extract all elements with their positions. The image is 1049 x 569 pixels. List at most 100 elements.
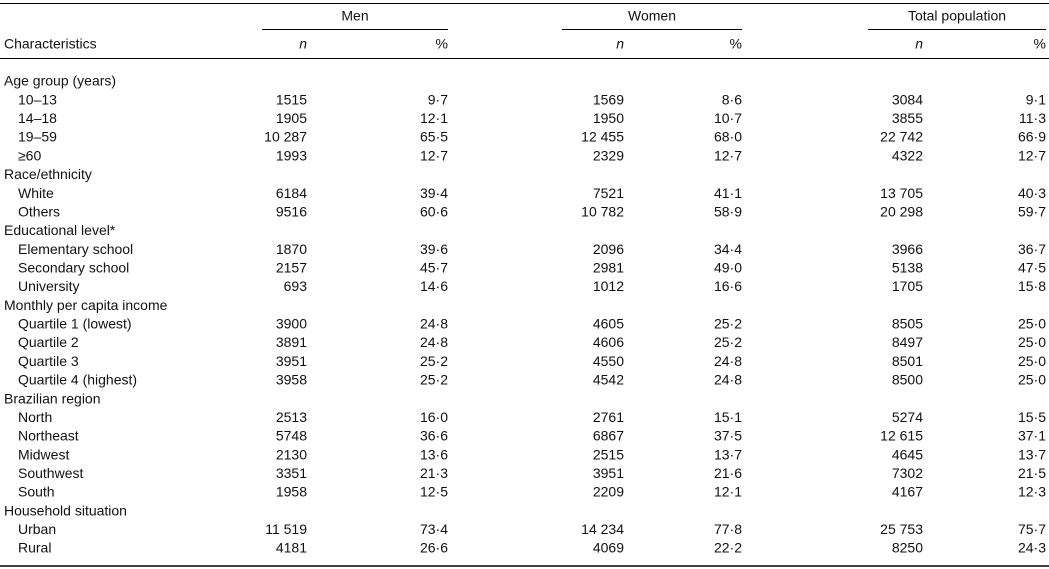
group-header: Men: [341, 8, 368, 24]
cell: 77·8: [714, 521, 742, 537]
cell: 75·7: [1018, 521, 1046, 537]
row-label: North: [18, 409, 52, 425]
cell: 9·7: [428, 91, 448, 107]
cell: 39·4: [420, 185, 448, 201]
row-label: White: [18, 185, 54, 201]
cell: 9·1: [1026, 91, 1046, 107]
cell: 13 705: [880, 185, 923, 201]
cell: 3951: [593, 465, 624, 481]
cell: 5274: [892, 409, 923, 425]
cell: 66·9: [1018, 129, 1046, 145]
cell: 4542: [593, 372, 624, 388]
cell: 7302: [892, 465, 923, 481]
cell: 13·6: [420, 446, 448, 462]
cell: 37·5: [714, 428, 742, 444]
section-label: Educational level*: [4, 222, 116, 238]
cell: 24·3: [1018, 540, 1046, 556]
row-label: ≥60: [18, 147, 41, 163]
cell: 25·2: [420, 372, 448, 388]
cell: 24·8: [714, 353, 742, 369]
cell: 60·6: [420, 203, 448, 219]
cell: 15·1: [714, 409, 742, 425]
cell: 2096: [593, 241, 624, 257]
cell: 16·6: [714, 278, 742, 294]
cell: 8497: [892, 334, 923, 350]
cell: 37·1: [1018, 428, 1046, 444]
row-label: Quartile 2: [18, 334, 79, 350]
cell: 20 298: [880, 203, 923, 219]
cell: 12·7: [420, 147, 448, 163]
section-label: Household situation: [4, 502, 127, 518]
cell: 3958: [276, 372, 307, 388]
cell: 1993: [276, 147, 307, 163]
column-header: n: [915, 36, 923, 52]
cell: 47·5: [1018, 260, 1046, 276]
cell: 3966: [892, 241, 923, 257]
cell: 39·6: [420, 241, 448, 257]
cell: 4606: [593, 334, 624, 350]
cell: 1950: [593, 110, 624, 126]
cell: 68·0: [714, 129, 742, 145]
cell: 1012: [593, 278, 624, 294]
cell: 25·2: [420, 353, 448, 369]
cell: 1569: [593, 91, 624, 107]
cell: 41·1: [714, 185, 742, 201]
cell: 5748: [276, 428, 307, 444]
row-label: Northeast: [18, 428, 79, 444]
cell: 2513: [276, 409, 307, 425]
row-label: University: [18, 278, 79, 294]
cell: 4322: [892, 147, 923, 163]
column-header: %: [730, 36, 742, 52]
cell: 13·7: [714, 446, 742, 462]
cell: 12·3: [1018, 484, 1046, 500]
cell: 1705: [892, 278, 923, 294]
cell: 1870: [276, 241, 307, 257]
cell: 24·8: [420, 334, 448, 350]
cell: 24·8: [420, 316, 448, 332]
column-header: n: [299, 36, 307, 52]
row-label: Midwest: [18, 446, 69, 462]
section-label: Brazilian region: [4, 390, 101, 406]
cell: 40·3: [1018, 185, 1046, 201]
cell: 36·6: [420, 428, 448, 444]
cell: 7521: [593, 185, 624, 201]
cell: 10 287: [264, 129, 307, 145]
cell: 25·0: [1018, 316, 1046, 332]
cell: 12·7: [1018, 147, 1046, 163]
cell: 12·1: [714, 484, 742, 500]
cell: 21·5: [1018, 465, 1046, 481]
cell: 12·7: [714, 147, 742, 163]
group-header: Women: [628, 8, 676, 24]
cell: 6867: [593, 428, 624, 444]
cell: 4069: [593, 540, 624, 556]
cell: 10·7: [714, 110, 742, 126]
cell: 25 753: [880, 521, 923, 537]
cell: 25·2: [714, 316, 742, 332]
cell: 5138: [892, 260, 923, 276]
cell: 2981: [593, 260, 624, 276]
cell: 693: [284, 278, 308, 294]
cell: 14·6: [420, 278, 448, 294]
row-label: Secondary school: [18, 260, 129, 276]
cell: 10 782: [581, 203, 624, 219]
row-label: Quartile 3: [18, 353, 79, 369]
cell: 58·9: [714, 203, 742, 219]
cell: 4605: [593, 316, 624, 332]
cell: 16·0: [420, 409, 448, 425]
cell: 11·3: [1019, 110, 1046, 126]
cell: 2515: [593, 446, 624, 462]
cell: 8501: [892, 353, 923, 369]
section-label: Monthly per capita income: [4, 297, 168, 313]
cell: 26·6: [420, 540, 448, 556]
group-header: Total population: [908, 8, 1006, 24]
cell: 22 742: [880, 129, 923, 145]
cell: 4181: [276, 540, 307, 556]
column-header: Characteristics: [4, 36, 97, 52]
cell: 3951: [276, 353, 307, 369]
cell: 3351: [276, 465, 307, 481]
cell: 24·8: [714, 372, 742, 388]
section-label: Race/ethnicity: [4, 166, 92, 182]
column-header: %: [1034, 36, 1046, 52]
row-label: 10–13: [18, 91, 57, 107]
cell: 25·0: [1018, 372, 1046, 388]
